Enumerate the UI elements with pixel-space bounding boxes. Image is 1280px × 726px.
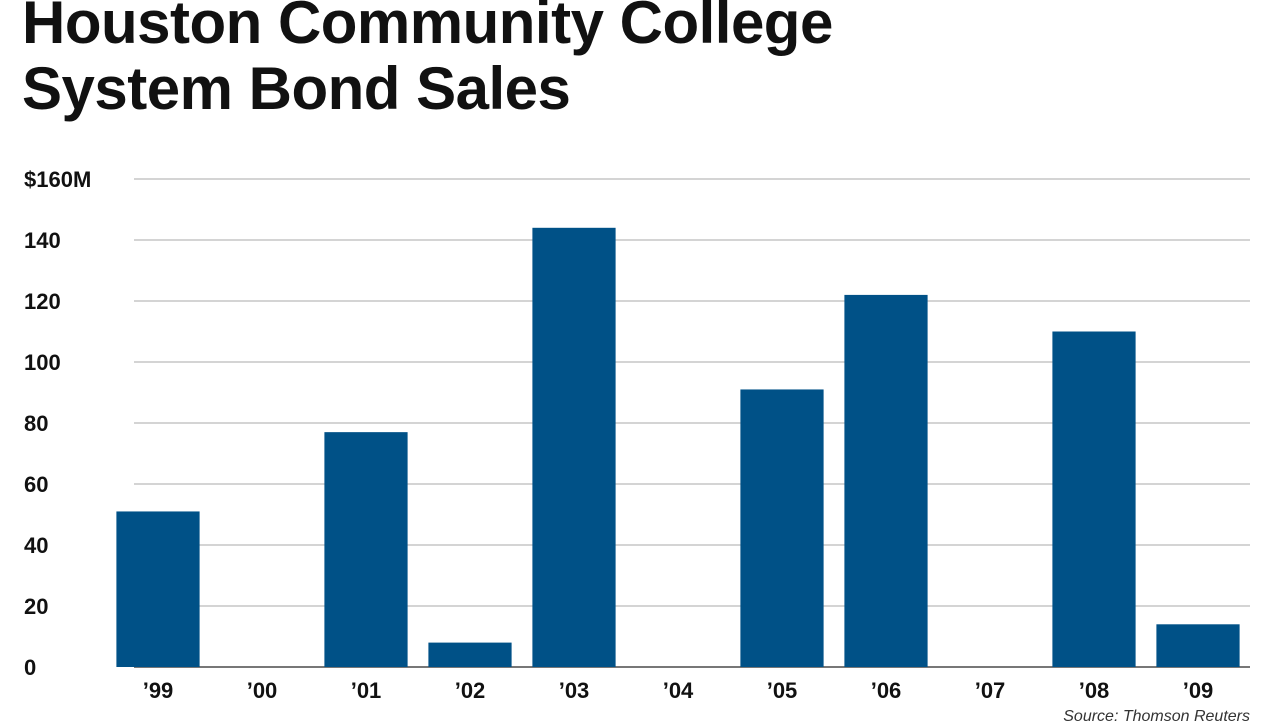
x-tick-label: ’06 (871, 678, 902, 703)
y-tick-label: 80 (24, 411, 48, 436)
y-axis-labels: 0 20 40 60 80 100 120 140 $160M (24, 167, 91, 680)
bar (116, 511, 200, 667)
x-tick-label: ’03 (559, 678, 590, 703)
x-tick-label: ’99 (143, 678, 174, 703)
x-tick-label: ’00 (247, 678, 278, 703)
bar (532, 227, 616, 668)
y-tick-label: 140 (24, 228, 61, 253)
x-tick-label: ’09 (1183, 678, 1214, 703)
chart-title-line-2: System Bond Sales (22, 55, 571, 122)
y-tick-label: 100 (24, 350, 61, 375)
y-tick-label: 120 (24, 289, 61, 314)
x-tick-label: ’05 (767, 678, 798, 703)
x-axis-labels: ’99 ’00 ’01 ’02 ’03 ’04 ’05 ’06 ’07 ’08 ’09 (143, 678, 1214, 703)
bar (740, 389, 824, 667)
bar (1156, 624, 1240, 667)
bar (324, 432, 408, 667)
y-tick-label: $160M (24, 167, 91, 192)
x-tick-label: ’07 (975, 678, 1006, 703)
y-tick-label: 40 (24, 533, 48, 558)
chart-title: Houston Community College System Bond Sa… (22, 0, 833, 122)
x-tick-label: ’08 (1079, 678, 1110, 703)
bar (1052, 331, 1136, 667)
chart-title-line-1: Houston Community College (22, 0, 833, 56)
y-tick-label: 0 (24, 655, 36, 680)
source-note: Source: Thomson Reuters (1063, 708, 1250, 725)
x-tick-label: ’01 (351, 678, 382, 703)
bars (116, 227, 1240, 668)
x-tick-label: ’02 (455, 678, 486, 703)
y-tick-label: 60 (24, 472, 48, 497)
x-tick-label: ’04 (663, 678, 694, 703)
bar (844, 294, 928, 667)
y-tick-label: 20 (24, 594, 48, 619)
bar (428, 642, 512, 667)
